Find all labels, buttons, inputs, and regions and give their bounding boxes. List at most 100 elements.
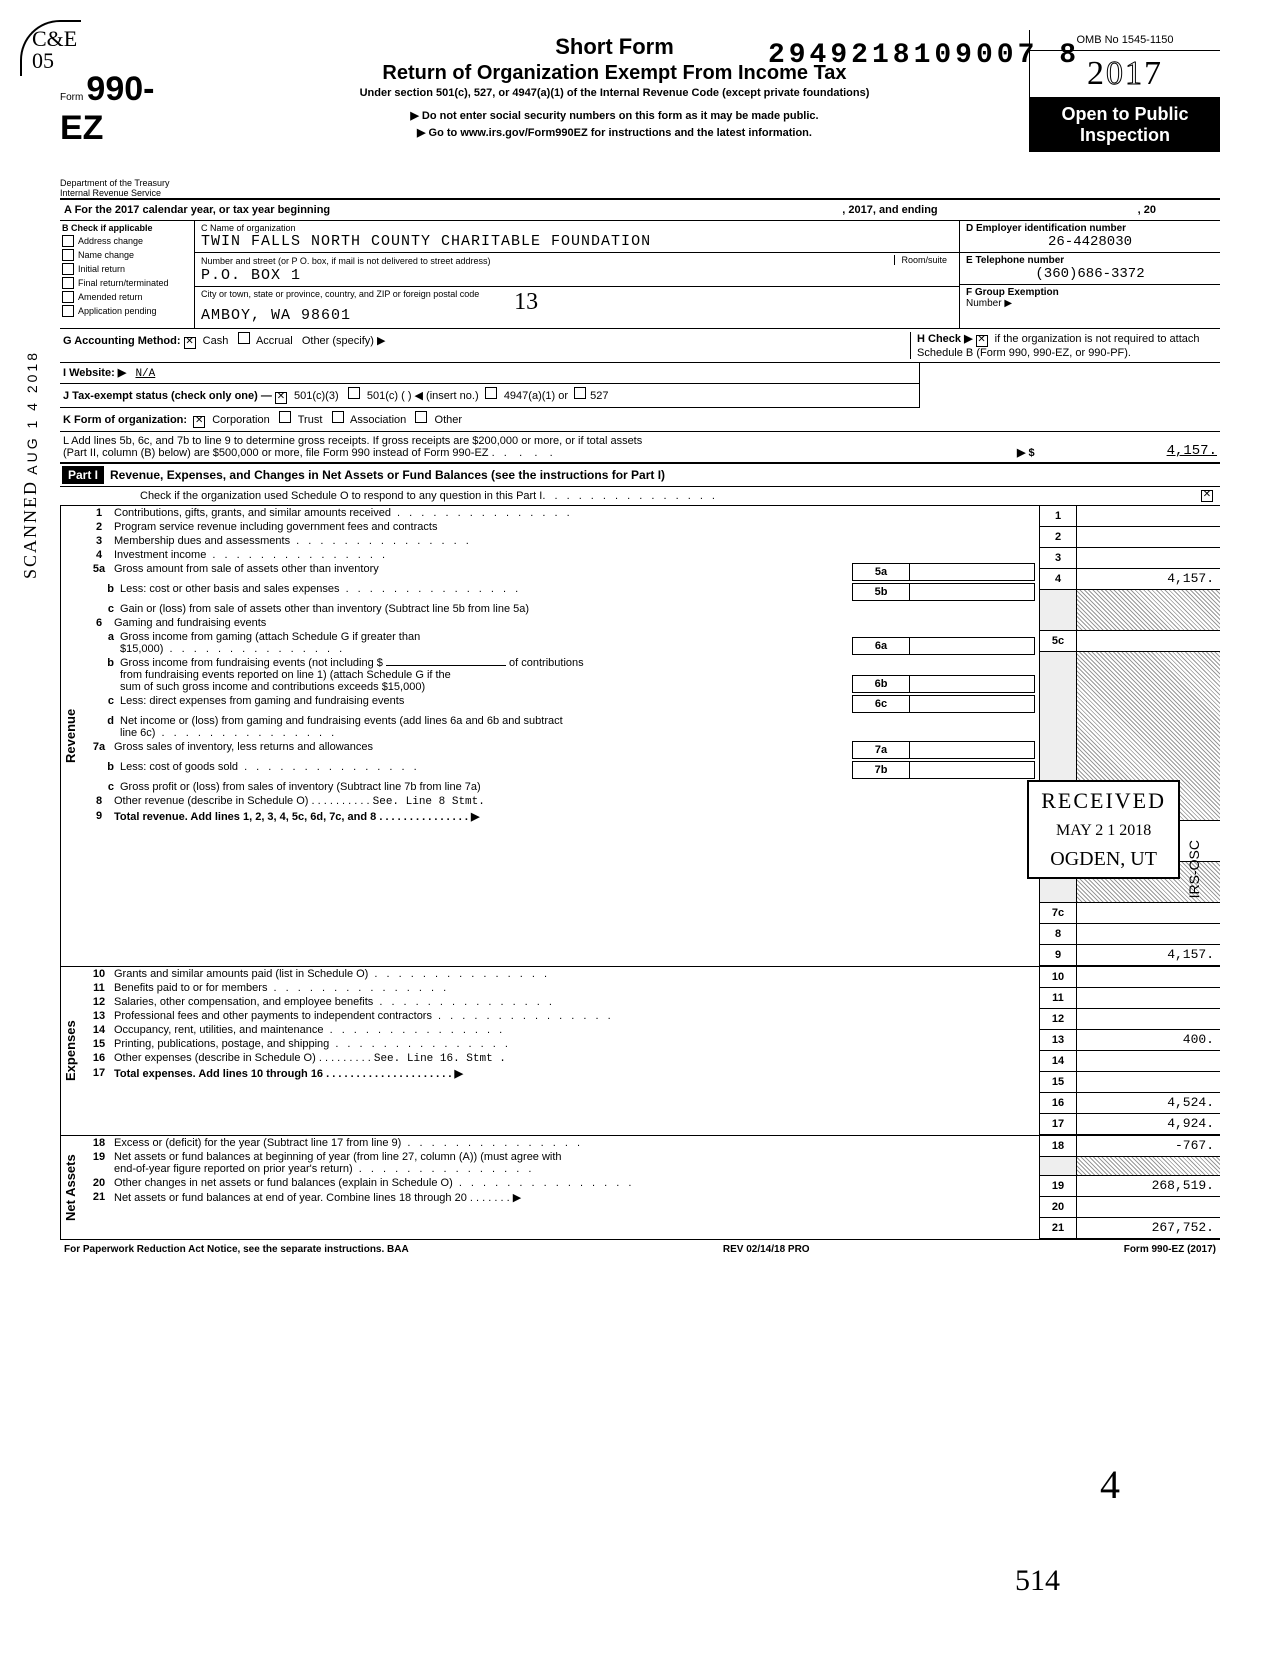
expenses-section: Expenses 10Grants and similar amounts pa… (60, 966, 1220, 1135)
section-a-end: , 20 (1138, 204, 1156, 216)
dept-irs: Internal Revenue Service (60, 188, 190, 198)
chk-schedule-o[interactable]: ✕ (1201, 490, 1213, 502)
hand-514: 514 (1015, 1564, 1060, 1598)
chk-initial-return[interactable]: Initial return (62, 263, 192, 275)
chk-corporation[interactable]: ✕ (193, 416, 205, 428)
footer-left: For Paperwork Reduction Act Notice, see … (64, 1244, 409, 1255)
part-1-header-row: Part I Revenue, Expenses, and Changes in… (60, 463, 1220, 487)
line-14: Occupancy, rent, utilities, and maintena… (114, 1024, 1035, 1036)
line-6: Gaming and fundraising events (114, 617, 1035, 629)
expenses-lines: 10Grants and similar amounts paid (list … (80, 967, 1039, 1135)
line-21: Net assets or fund balances at end of ye… (114, 1192, 467, 1204)
line-13: Professional fees and other payments to … (114, 1010, 1035, 1022)
line-6d-1: Net income or (loss) from gaming and fun… (120, 715, 563, 727)
year-2: 2 (1087, 55, 1106, 92)
l-text1: L Add lines 5b, 6c, and 7b to line 9 to … (63, 435, 1017, 447)
col-b-checkboxes: B Check if applicable Address change Nam… (60, 221, 195, 328)
vertical-date-stamp: AUG 1 4 2018 (24, 350, 40, 475)
line-4: Investment income (114, 549, 1035, 561)
line-6b-1: Gross income from fundraising events (no… (120, 657, 383, 669)
open-line2: Inspection (1032, 125, 1218, 146)
cash-label: Cash (203, 335, 229, 347)
line-6c: Less: direct expenses from gaming and fu… (120, 695, 852, 707)
group-ex-number: Number ▶ (966, 298, 1214, 309)
chk-4947[interactable] (485, 387, 497, 399)
netassets-side-label: Net Assets (60, 1136, 80, 1239)
subtitle: Under section 501(c), 527, or 4947(a)(1)… (206, 87, 1023, 99)
g-label: G Accounting Method: (63, 335, 181, 347)
chk-cash[interactable]: ✕ (184, 337, 196, 349)
chk-association[interactable] (332, 411, 344, 423)
line-10: Grants and similar amounts paid (list in… (114, 968, 1035, 980)
box-6b: 6b (852, 675, 1035, 693)
box-7a: 7a (852, 741, 1035, 759)
part-1-check-text: Check if the organization used Schedule … (140, 490, 542, 502)
j-label: J Tax-exempt status (check only one) — (63, 390, 272, 402)
amt-10 (1077, 967, 1220, 987)
phone-row: E Telephone number (360)686-3372 (960, 253, 1220, 285)
stamp-05: 05 (32, 50, 77, 72)
chk-application-pending[interactable]: Application pending (62, 305, 192, 317)
line-7c: Gross profit or (loss) from sales of inv… (120, 781, 1035, 793)
4947-label: 4947(a)(1) or (504, 390, 568, 402)
received-date: MAY 2 1 2018 (1041, 822, 1166, 840)
org-name-row: C Name of organization TWIN FALLS NORTH … (195, 221, 959, 253)
box-6a: 6a (852, 637, 1035, 655)
room-suite-label: Room/suite (894, 255, 953, 265)
page-container: C&E 05 2949218109007 8 AUG 1 4 2018 SCAN… (0, 0, 1280, 1658)
amt-7c (1077, 903, 1220, 923)
chk-amended-return[interactable]: Amended return (62, 291, 192, 303)
stamp-top-left: C&E 05 (20, 20, 81, 76)
chk-name-change[interactable]: Name change (62, 249, 192, 261)
group-exemption-row: F Group Exemption Number ▶ (960, 285, 1220, 311)
501c-label: 501(c) ( (367, 390, 405, 402)
amt-9: 4,157. (1077, 945, 1220, 965)
org-addr: P.O. BOX 1 (201, 267, 953, 284)
chk-other-org[interactable] (415, 411, 427, 423)
chk-501c3[interactable]: ✕ (275, 392, 287, 404)
expenses-amounts: 10 11 12 13400. 14 15 164,524. 174,924. (1039, 967, 1220, 1135)
amt-12 (1077, 1009, 1220, 1029)
trust-label: Trust (298, 414, 323, 426)
revenue-side-label: Revenue (60, 506, 80, 966)
org-name-label: C Name of organization (201, 223, 953, 233)
received-label: RECEIVED (1041, 788, 1166, 814)
phone-value: (360)686-3372 (966, 266, 1214, 282)
section-a-tax-year: A For the 2017 calendar year, or tax yea… (60, 199, 1220, 221)
other-org-label: Other (435, 414, 463, 426)
chk-accrual[interactable] (238, 332, 250, 344)
org-city-row: City or town, state or province, country… (195, 287, 959, 328)
line-7a: Gross sales of inventory, less returns a… (114, 741, 852, 753)
chk-final-return[interactable]: Final return/terminated (62, 277, 192, 289)
line-17: Total expenses. Add lines 10 through 16 (114, 1068, 323, 1080)
amt-16: 4,524. (1077, 1093, 1220, 1113)
insert-no: ) ◀ (insert no.) (408, 390, 479, 402)
received-location: OGDEN, UT (1041, 848, 1166, 871)
chk-address-change[interactable]: Address change (62, 235, 192, 247)
box-7b: 7b (852, 761, 1035, 779)
hand-13-circle: 13 (514, 289, 538, 315)
footer: For Paperwork Reduction Act Notice, see … (60, 1239, 1220, 1259)
org-addr-row: Number and street (or P O. box, if mail … (195, 253, 959, 287)
line-1: Contributions, gifts, grants, and simila… (114, 507, 1035, 519)
amt-18: -767. (1077, 1136, 1220, 1156)
chk-sched-b[interactable]: ✕ (976, 335, 988, 347)
col-def: D Employer identification number 26-4428… (960, 221, 1220, 328)
box-6c: 6c (852, 695, 1035, 713)
chk-501c[interactable] (348, 387, 360, 399)
other-specify: Other (specify) ▶ (302, 335, 386, 347)
l-arrow: ▶ $ (1017, 446, 1077, 459)
open-to-public: Open to Public Inspection (1030, 98, 1220, 152)
part-1-check-row: Check if the organization used Schedule … (60, 487, 1220, 506)
amt-3 (1077, 548, 1220, 568)
chk-527[interactable] (574, 387, 586, 399)
irs-osc-label: IRS-OSC (1186, 840, 1202, 898)
org-name: TWIN FALLS NORTH COUNTY CHARITABLE FOUND… (201, 233, 953, 250)
chk-trust[interactable] (279, 411, 291, 423)
amt-5c (1077, 631, 1220, 651)
line-8: Other revenue (describe in Schedule O) (114, 795, 308, 807)
line-2: Program service revenue including govern… (114, 521, 1035, 533)
line-6a-1: Gross income from gaming (attach Schedul… (120, 631, 420, 643)
net-assets-section: Net Assets 18Excess or (deficit) for the… (60, 1135, 1220, 1239)
expenses-side-label: Expenses (60, 967, 80, 1135)
